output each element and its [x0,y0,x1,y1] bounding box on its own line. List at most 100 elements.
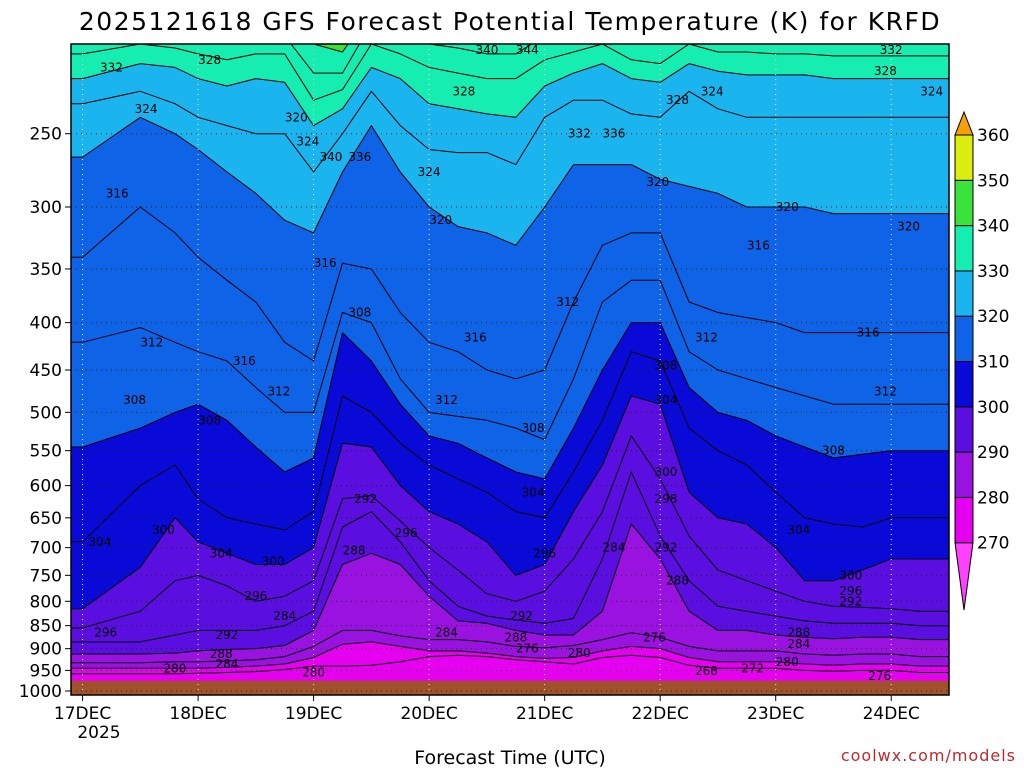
y-tick-label-250: 250 [30,125,62,145]
contour-label: 292 [216,628,239,642]
colorbar-swatch-340-350 [954,179,974,227]
y-tick-label-550: 550 [30,442,62,462]
contour-label: 296 [244,589,267,603]
y-tick-label-800: 800 [30,592,62,612]
contour-label: 320 [646,175,669,189]
y-tick-label-950: 950 [30,661,62,681]
contour-label: 336 [603,127,626,141]
x-tick-label-22DEC: 22DEC [632,704,689,724]
contour-label: 312 [556,295,579,309]
contour-label: 332 [568,127,591,141]
x-tick-label-21DEC: 21DEC [516,704,573,724]
isentrope-320 [71,116,949,246]
contour-label: 296 [395,526,418,540]
colorbar-swatch-330-340 [954,225,974,272]
contour-label: 328 [874,64,897,78]
contour-label: 284 [435,626,458,640]
contour-label: 304 [88,535,111,549]
x-tick-label-23DEC: 23DEC [747,704,804,724]
x-axis-label: Forecast Time (UTC) [414,747,605,768]
dotted-grid [71,44,949,695]
colorbar-label-290: 290 [977,443,1009,463]
y-tick-label-1000: 1000 [19,682,62,702]
contour-label: 288 [787,626,810,640]
x-tick-label-17DEC: 17DEC [54,704,111,724]
contour-label: 312 [435,393,458,407]
contour-label: 272 [741,661,764,675]
contour-label: 324 [418,165,441,179]
isentrope-296 [71,435,949,629]
contour-label: 308 [198,413,221,427]
contour-label: 308 [522,421,545,435]
contour-label: 308 [655,359,678,373]
isentrope-lines [71,44,949,675]
contour-label: 308 [123,393,146,407]
y-tick-label-650: 650 [30,509,62,529]
contour-label: 296 [533,546,556,560]
y-tick-label-350: 350 [30,260,62,280]
colorbar-label-280: 280 [977,488,1009,508]
contour-label: 340 [475,43,498,57]
contour-label: 308 [822,444,845,458]
pressure-axis: 250 300 350 400 450 500 550 600 650 700 750 800 850 9… [19,125,71,702]
contour-label: 312 [695,330,718,344]
y-tick-label-850: 850 [30,617,62,637]
contour-label: 300 [655,465,678,479]
contour-label: 320 [776,200,799,214]
source-credit: coolwx.com/models [841,746,1016,765]
contour-label: 268 [695,664,718,678]
contour-label: 284 [273,609,296,623]
contour-label: 324 [135,102,158,116]
contour-label: 340 [319,150,342,164]
colorbar-label-360: 360 [977,126,1009,146]
colorbar-label-310: 310 [977,353,1009,373]
y-tick-label-500: 500 [30,403,62,423]
contour-label: 288 [666,574,689,588]
contour-label: 288 [343,543,366,557]
contour-label: 280 [568,646,591,660]
colorbar-swatch-300-310 [954,361,974,408]
isentrope-316 [71,206,949,380]
isentrope-328 [71,63,949,127]
colorbar-swatch-290-300 [954,406,974,453]
contour-label: 328 [666,93,689,107]
contour-fills [71,44,949,695]
contour-label: 328 [452,84,475,98]
time-axis: 17DEC 18DEC 19DEC 20DEC 21DEC 22DEC 23DEC 24DEC [54,695,920,724]
isentrope-280 [71,641,949,669]
colorbar-swatch-320-330 [954,270,974,317]
contour-label: 320 [285,110,308,124]
contour-label: 292 [354,492,377,506]
colorbar: 270 280 290 300 310 320 330 340 350 360 [954,110,1009,611]
contour-label: 296 [839,584,862,598]
contour-label: 300 [152,523,175,537]
contour-label: 300 [839,568,862,582]
contour-label: 300 [262,555,285,569]
colorbar-swatch-350-360 [954,134,974,181]
y-tick-label-450: 450 [30,361,62,381]
colorbar-swatch-270-280 [954,496,974,544]
contour-label: 280 [302,665,325,679]
contour-label: 284 [216,657,239,671]
contour-label: 324 [701,84,724,98]
contour-label: 298 [655,492,678,506]
contour-label: 332 [100,60,123,74]
colorbar-swatch-280-290 [954,451,974,498]
contour-label: 324 [296,135,319,149]
contour-label: 336 [348,150,371,164]
x-tick-label-19DEC: 19DEC [285,704,342,724]
isentrope-324 [71,90,949,173]
contour-label: 280 [776,655,799,669]
contour-label: 276 [516,642,539,656]
colorbar-label-300: 300 [977,398,1009,418]
colorbar-label-340: 340 [977,217,1009,237]
isentrope-292 [71,471,949,643]
contour-label: 316 [464,330,487,344]
contour-label: 320 [897,220,920,234]
contour-label: 276 [868,669,891,683]
contour-label: 288 [504,630,527,644]
contour-label: 328 [198,53,221,67]
